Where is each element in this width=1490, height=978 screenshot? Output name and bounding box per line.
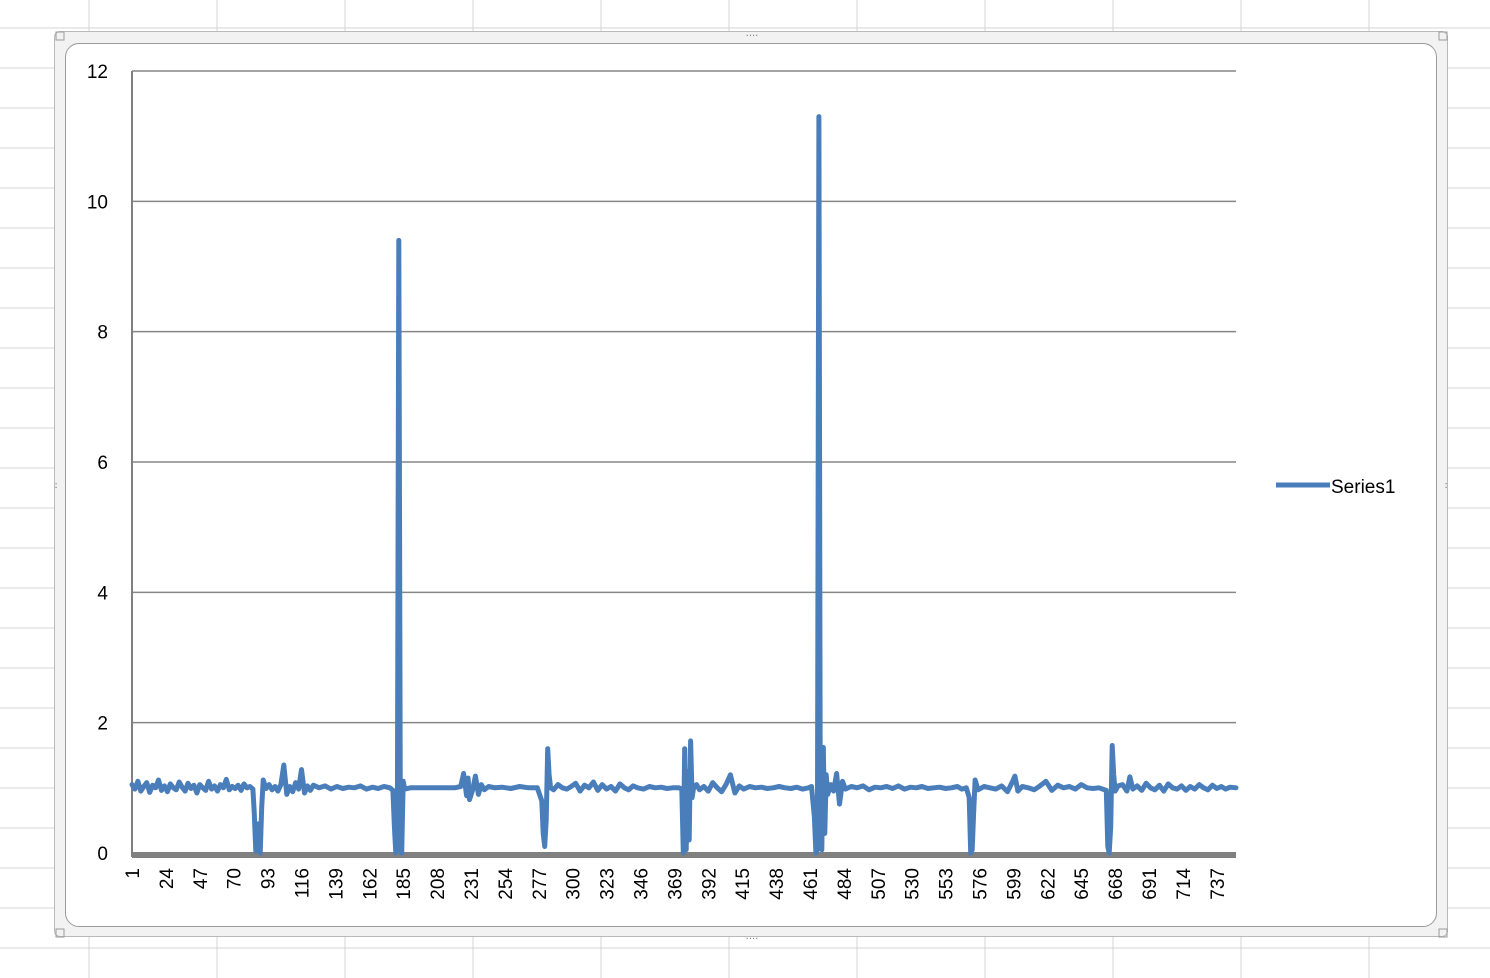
x-tick-label-507: 507 [869, 868, 890, 900]
x-tick-label-415: 415 [733, 868, 754, 900]
x-tick-label-277: 277 [530, 868, 551, 900]
x-tick-label-139: 139 [326, 868, 347, 900]
legend-label-series1: Series1 [1331, 477, 1395, 498]
x-tick-label-484: 484 [835, 868, 856, 900]
x-tick-label-737: 737 [1208, 868, 1229, 900]
x-tick-label-553: 553 [937, 868, 958, 900]
y-gridlines [132, 70, 1236, 724]
y-tick-label-2: 2 [97, 714, 108, 735]
y-tick-label-10: 10 [87, 192, 108, 213]
chart-area[interactable] [65, 43, 1437, 927]
x-tick-label-323: 323 [598, 868, 619, 900]
x-tick-label-530: 530 [903, 868, 924, 900]
legend[interactable]: Series1 [1276, 477, 1395, 498]
x-tick-label-369: 369 [665, 868, 686, 900]
x-tick-label-645: 645 [1072, 868, 1093, 900]
x-tick-label-93: 93 [259, 868, 280, 889]
x-tick-label-668: 668 [1106, 868, 1127, 900]
x-tick-label-185: 185 [394, 868, 415, 900]
x-tick-label-461: 461 [801, 868, 822, 900]
y-axis-tick-labels: 0 2 4 6 8 10 12 [87, 62, 109, 865]
x-tick-label-24: 24 [157, 868, 178, 890]
x-tick-label-208: 208 [428, 868, 449, 900]
y-tick-label-4: 4 [97, 583, 108, 604]
x-tick-label-116: 116 [293, 868, 314, 898]
x-tick-label-438: 438 [767, 868, 788, 900]
series-line-series1[interactable] [129, 114, 1239, 856]
x-tick-label-691: 691 [1140, 868, 1161, 900]
x-tick-label-714: 714 [1174, 868, 1195, 900]
x-tick-label-162: 162 [360, 868, 381, 900]
x-tick-label-300: 300 [564, 868, 585, 900]
x-axis-tick-labels: 1 24 47 70 93 116 139 162 185 208 231 254 277 300 323 3… [123, 868, 1229, 900]
x-tick-label-254: 254 [496, 868, 517, 900]
resize-handle-edge-3[interactable]: : [1444, 480, 1447, 491]
x-tick-label-1: 1 [123, 868, 144, 879]
x-tick-label-231: 231 [462, 868, 483, 900]
resize-handle-corner-1[interactable] [1438, 31, 1448, 41]
resize-handle-edge-1[interactable]: .... [746, 931, 759, 942]
x-tick-label-70: 70 [225, 868, 246, 889]
resize-handle-corner-3[interactable] [1438, 928, 1448, 938]
y-tick-label-8: 8 [97, 323, 108, 344]
x-tick-label-599: 599 [1004, 868, 1025, 900]
y-tick-label-0: 0 [97, 844, 108, 865]
resize-handle-edge-2[interactable]: : [54, 480, 57, 491]
x-tick-label-622: 622 [1038, 868, 1059, 900]
chart-resize-handles[interactable]: ........:: [54, 28, 1447, 942]
x-tick-label-47: 47 [191, 868, 212, 889]
x-tick-label-576: 576 [971, 868, 992, 900]
x-tick-label-346: 346 [632, 868, 653, 900]
x-tick-label-392: 392 [699, 868, 720, 900]
resize-handle-corner-2[interactable] [55, 928, 65, 938]
resize-handle-corner-0[interactable] [55, 31, 65, 41]
resize-handle-edge-0[interactable]: .... [746, 28, 759, 39]
y-tick-label-6: 6 [97, 453, 108, 474]
y-tick-label-12: 12 [87, 62, 108, 83]
x-axis [131, 71, 1236, 858]
